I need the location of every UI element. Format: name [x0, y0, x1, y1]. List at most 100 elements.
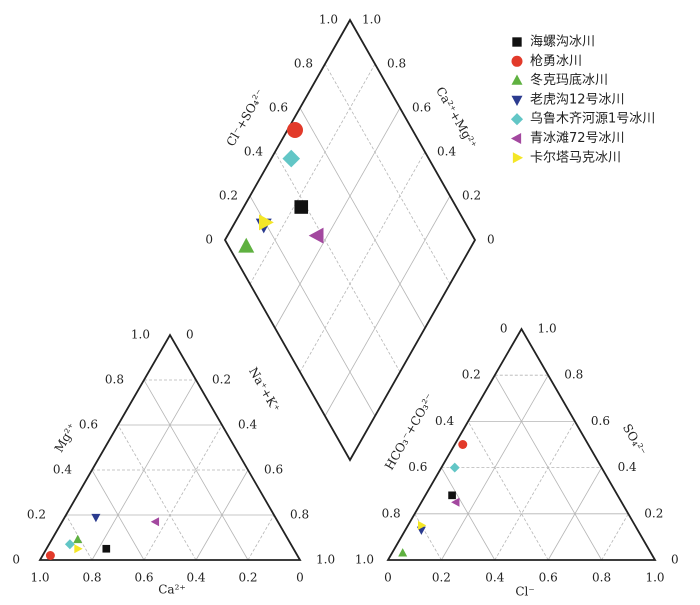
tick-label: 0.6 — [412, 101, 431, 115]
legend-marker — [512, 37, 522, 47]
tick-label: 0.8 — [290, 508, 309, 522]
grid-line — [299, 107, 426, 329]
tick-label: 0.6 — [408, 460, 427, 474]
tick-label: 0 — [500, 322, 508, 336]
tick-label: 0.2 — [644, 506, 663, 520]
point — [287, 122, 303, 138]
legend-marker — [510, 113, 524, 126]
legend-marker — [511, 55, 523, 67]
grid-line — [274, 107, 401, 329]
point — [398, 548, 408, 557]
tick-label: 0.4 — [435, 414, 454, 428]
legend-label: 乌鲁木齐河源1号冰川 — [530, 111, 655, 127]
tick-label: 0 — [12, 553, 20, 567]
tick-label: 0.6 — [79, 418, 98, 432]
point — [64, 539, 75, 550]
legend-marker — [512, 152, 524, 164]
tick-label: 1.0 — [362, 13, 381, 27]
tick-label: 0.8 — [387, 57, 406, 71]
grid-line — [299, 151, 426, 373]
tick-label: 0 — [384, 571, 392, 585]
point — [45, 551, 55, 560]
cation-triangle — [38, 333, 302, 561]
legend-label: 青冰滩72号冰川 — [530, 131, 625, 146]
grid-line — [117, 424, 197, 561]
axis-title: Ca²⁺ — [158, 583, 185, 597]
diamond — [223, 18, 477, 462]
tick-label: 1.0 — [316, 553, 335, 567]
grid-line — [494, 421, 576, 561]
grid-line — [467, 421, 549, 561]
legend-label: 枪勇冰川 — [530, 53, 582, 69]
grid-line — [547, 467, 602, 561]
tick-label: 0 — [186, 328, 194, 342]
point — [74, 544, 83, 554]
point — [308, 227, 324, 244]
legend-marker — [510, 133, 522, 144]
point — [418, 520, 427, 530]
tick-label: 0.4 — [186, 571, 205, 585]
tick-label: 0 — [487, 233, 495, 247]
tick-label: 0.4 — [485, 571, 504, 585]
tick-label: 1.0 — [131, 328, 150, 342]
legend-marker — [511, 95, 523, 106]
tick-label: 0.6 — [134, 571, 153, 585]
tick-label: 1.0 — [355, 553, 374, 567]
grid-line — [601, 513, 629, 561]
grid-line — [143, 424, 223, 561]
point — [282, 149, 301, 168]
tick-label: 0.4 — [244, 145, 263, 159]
axis-title: Ca²⁺+Mg²⁺ — [433, 85, 479, 151]
tick-label: 0.4 — [53, 463, 72, 477]
grid-line — [247, 514, 275, 561]
tick-label: 0.8 — [82, 571, 101, 585]
tick-label: 1.0 — [30, 571, 49, 585]
tick-label: 0 — [205, 233, 213, 247]
tick-label: 1.0 — [538, 322, 557, 336]
tick-label: 0.6 — [269, 101, 288, 115]
legend-label: 卡尔塔马克冰川 — [530, 150, 621, 165]
tick-label: 0.2 — [219, 189, 238, 203]
tick-label: 1.0 — [319, 13, 338, 27]
point — [448, 491, 456, 500]
tick-label: 0.6 — [264, 463, 283, 477]
legend-label: 老虎沟12号冰川 — [530, 92, 625, 107]
tick-label: 0.4 — [437, 145, 456, 159]
axis-title: Na⁺+K⁺ — [246, 365, 283, 415]
tick-label: 0.8 — [564, 368, 583, 382]
tick-label: 0.8 — [592, 571, 611, 585]
tick-label: 0 — [671, 553, 679, 567]
grid-line — [441, 467, 496, 561]
tick-label: 0.4 — [618, 460, 637, 474]
tick-label: 0.8 — [294, 57, 313, 71]
grid-line — [274, 151, 401, 373]
point — [91, 513, 101, 523]
tick-label: 0.6 — [539, 571, 558, 585]
tick-label: 0.2 — [212, 373, 231, 387]
grid-line — [249, 63, 376, 285]
point — [150, 517, 160, 527]
point — [259, 214, 274, 231]
anion-triangle — [386, 327, 657, 561]
tick-label: 1.0 — [645, 571, 664, 585]
tick-label: 0.2 — [462, 368, 481, 382]
grid-line — [91, 469, 145, 561]
tick-label: 0.6 — [591, 414, 610, 428]
grid-line — [414, 513, 442, 561]
tick-label: 0.2 — [432, 571, 451, 585]
point — [73, 534, 83, 544]
grid-line — [143, 379, 249, 561]
axis-title: Mg²⁺ — [52, 421, 80, 455]
point — [294, 200, 309, 214]
axis-title: Cl⁻ — [515, 585, 534, 599]
grid-line — [249, 195, 376, 417]
axis-title: SO₄²⁻ — [620, 422, 649, 458]
legend-marker — [511, 74, 523, 85]
legend-label: 海螺沟冰川 — [530, 35, 595, 50]
tick-label: 0.2 — [238, 571, 257, 585]
grid-line — [324, 63, 451, 285]
point — [238, 237, 255, 253]
tick-label: 0.8 — [382, 506, 401, 520]
point — [458, 440, 468, 449]
